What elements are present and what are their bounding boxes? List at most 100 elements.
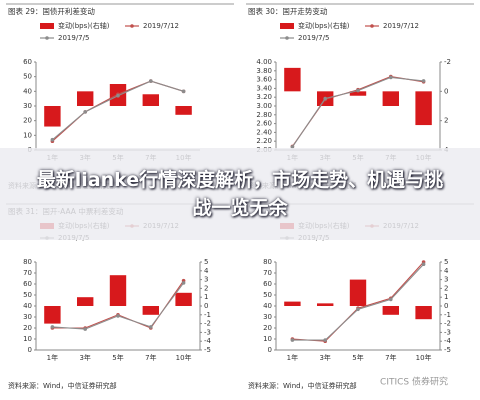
y2-tick-label: -1	[444, 311, 451, 319]
point	[149, 79, 153, 83]
y-tick-label: 30	[263, 313, 272, 321]
y2-tick-label: -2	[444, 58, 451, 66]
banner: 最新lianke行情深度解析，市场走势、机遇与挑战一览无余	[0, 148, 480, 240]
x-tick-label: 3年	[79, 353, 90, 362]
y2-tick-label: 5	[444, 258, 448, 266]
x-tick-label: 7年	[385, 353, 396, 362]
y-tick-label: 4.00	[256, 58, 272, 66]
bar	[109, 275, 127, 306]
y-tick-label: 20	[23, 324, 32, 332]
y2-tick-label: -2	[204, 320, 211, 328]
point	[323, 338, 328, 342]
x-tick-label: 10年	[416, 353, 432, 362]
y-tick-label: 3.40	[256, 84, 272, 92]
x-tick-label: 10年	[176, 353, 192, 362]
y2-tick-label: 4	[204, 267, 209, 275]
point	[181, 281, 186, 285]
legend-label: 2019/7/12	[383, 22, 419, 30]
y-tick-label: 2.40	[256, 128, 272, 136]
bar	[382, 306, 399, 315]
y-tick-label: 50	[23, 291, 32, 299]
point	[421, 262, 426, 267]
point	[290, 145, 295, 149]
bar	[175, 106, 192, 115]
watermark: CITICS 债券研究	[380, 376, 448, 388]
bar	[349, 91, 367, 96]
bar	[415, 91, 432, 126]
legend-label: 变动(bps)(右轴)	[298, 21, 350, 30]
source: 资料来源：Wind，中信证券研究部	[248, 381, 357, 390]
y-tick-label: 30	[23, 102, 32, 110]
y-tick-label: 50	[23, 73, 32, 81]
x-tick-label: 3年	[319, 353, 330, 362]
legend-label: 变动(bps)(右轴)	[58, 21, 110, 30]
y2-tick-label: 2	[444, 117, 448, 125]
point	[181, 89, 186, 94]
y-tick-label: 40	[263, 302, 272, 310]
y-tick-label: 0	[28, 346, 32, 354]
legend-marker	[130, 24, 134, 28]
line	[291, 75, 424, 147]
y-tick-label: 30	[23, 313, 32, 321]
y2-tick-label: -3	[444, 328, 451, 336]
y-tick-label: 80	[23, 258, 32, 266]
y-tick-label: 70	[23, 269, 32, 277]
legend-swatch	[40, 23, 54, 29]
y-tick-label: 0	[268, 346, 272, 354]
bar	[284, 301, 301, 306]
point	[290, 338, 295, 342]
bar	[142, 94, 159, 106]
y-tick-label: 10	[23, 131, 32, 139]
point	[116, 314, 120, 318]
bar	[382, 91, 399, 106]
y-tick-label: 2.60	[256, 120, 272, 128]
y2-tick-label: -1	[204, 311, 211, 319]
y2-tick-label: 3	[204, 276, 208, 284]
bar	[349, 279, 367, 306]
legend-label: 2019/7/12	[143, 22, 179, 30]
bar	[44, 106, 61, 127]
panel-title: 图表 29：国债开利差变动	[8, 6, 95, 16]
point	[50, 137, 55, 142]
point	[50, 325, 55, 329]
point	[389, 75, 393, 80]
legend-marker	[45, 36, 49, 40]
y2-tick-label: 4	[444, 267, 449, 275]
y-tick-label: 60	[23, 280, 32, 288]
bar	[77, 91, 94, 106]
x-tick-label: 5年	[352, 353, 363, 362]
x-tick-label: 7年	[145, 353, 156, 362]
point	[356, 88, 360, 93]
point	[389, 297, 393, 302]
legend-label: 2019/7/5	[58, 34, 89, 42]
y2-tick-label: 1	[204, 293, 208, 301]
y2-tick-label: 2	[444, 284, 448, 292]
legend-swatch	[280, 23, 294, 29]
line	[291, 76, 424, 148]
bar	[415, 306, 432, 320]
bar	[175, 292, 192, 306]
y-tick-label: 2.20	[256, 137, 272, 145]
y2-tick-label: 2	[204, 284, 208, 292]
point	[83, 110, 87, 114]
y2-tick-label: -4	[204, 337, 212, 345]
point	[356, 307, 360, 312]
point	[83, 327, 87, 331]
y2-tick-label: -5	[204, 346, 211, 354]
y-tick-label: 3.00	[256, 102, 272, 110]
bar	[44, 306, 61, 324]
source: 资料来源：Wind，中信证券研究部	[8, 381, 117, 390]
y-tick-label: 60	[23, 58, 32, 66]
point	[323, 96, 328, 101]
y-tick-label: 10	[263, 335, 272, 343]
bar	[284, 67, 301, 92]
y-tick-label: 50	[263, 291, 272, 299]
y-tick-label: 3.80	[256, 67, 272, 75]
y-tick-label: 10	[23, 335, 32, 343]
y-tick-label: 70	[263, 269, 272, 277]
y2-tick-label: -3	[204, 328, 211, 336]
y2-tick-label: 3	[444, 276, 448, 284]
bar	[77, 297, 94, 306]
